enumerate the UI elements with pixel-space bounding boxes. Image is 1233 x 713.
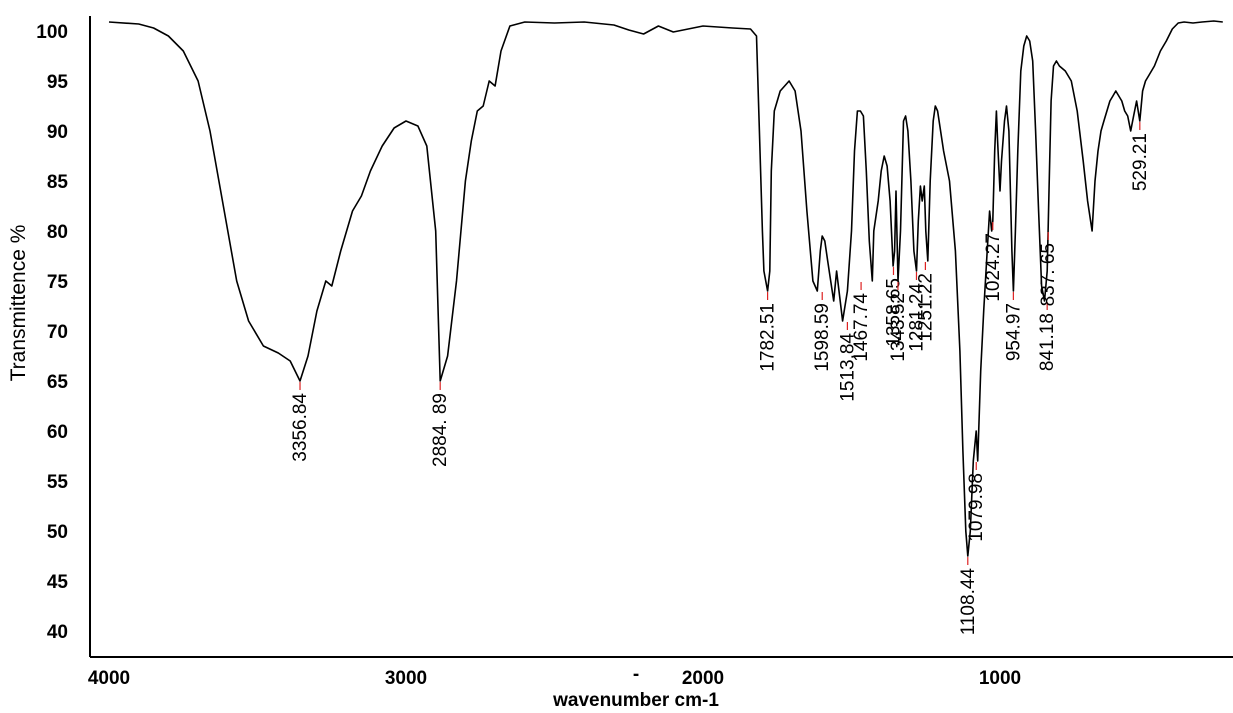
x-axis-title: wavenumber cm-1 — [552, 690, 719, 711]
peak-label: 1467.74 — [851, 293, 872, 362]
peak-label: 954.97 — [1003, 303, 1024, 361]
y-tick-label: 95 — [47, 72, 69, 93]
y-tick-label: 60 — [47, 422, 68, 443]
peak-label: 1598.59 — [812, 303, 833, 372]
peak-label: 837. 65 — [1038, 243, 1059, 306]
y-axis-title: Transmittence % — [7, 225, 30, 382]
x-tick-label: 2000 — [682, 668, 724, 689]
peak-label: 2884. 89 — [430, 393, 451, 467]
y-tick-label: 55 — [47, 472, 69, 493]
y-tick-labels: 40 45 50 55 60 65 70 75 80 85 90 95 100 — [36, 22, 68, 643]
x-tick-label: 3000 — [385, 668, 427, 689]
peak-annotations: 3356.84 2884. 89 1782.51 1598.59 1513.841467… — [290, 122, 1151, 635]
y-tick-label: 85 — [47, 172, 69, 193]
x-tick-label: 4000 — [88, 668, 130, 689]
x-tick-labels: 4000 3000 2000 1000 — [88, 668, 1021, 689]
peak-label: 3356.84 — [290, 393, 311, 462]
x-axis-center-mark: - — [633, 664, 639, 685]
y-tick-label: 65 — [47, 372, 69, 393]
y-tick-label: 70 — [47, 322, 68, 343]
peak-label: 1024.27 — [983, 233, 1004, 302]
peak-label: 841.18 — [1037, 313, 1058, 371]
spectrum-plot-area — [108, 20, 1223, 557]
peak-label: 1079.98 — [966, 473, 987, 542]
y-tick-label: 100 — [36, 22, 68, 43]
peak-label: 1281.24 — [906, 283, 927, 352]
y-tick-label: 50 — [47, 522, 68, 543]
y-tick-label: 75 — [47, 272, 69, 293]
peak-label: 1343.52 — [888, 293, 909, 362]
y-tick-label: 40 — [47, 622, 68, 643]
spectrum-line — [108, 20, 1223, 557]
x-tick-label: 1000 — [979, 668, 1021, 689]
peak-label: 529.21 — [1130, 133, 1151, 191]
peak-label: 1108.44 — [958, 568, 979, 636]
peak-label: 1513.84 — [837, 333, 858, 402]
y-tick-label: 45 — [47, 572, 69, 593]
y-tick-label: 90 — [47, 122, 68, 143]
peak-label: 1358.65 — [883, 278, 904, 347]
peak-label: 1782.51 — [758, 303, 779, 372]
y-tick-label: 80 — [47, 222, 68, 243]
peak-label: 1251.22 — [915, 273, 936, 342]
